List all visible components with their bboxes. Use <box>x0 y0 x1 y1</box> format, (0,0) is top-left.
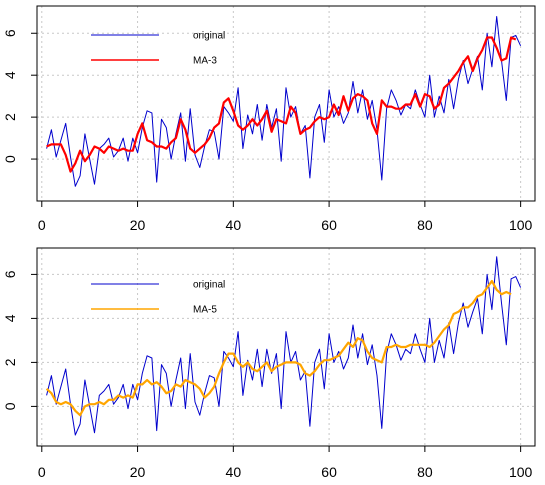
y-tick-label: 0 <box>2 155 18 163</box>
legend-label: original <box>193 280 225 291</box>
legend: original MA-5 <box>91 280 225 316</box>
plot-frame <box>36 5 536 202</box>
y-tick-label: 2 <box>2 358 18 366</box>
x-tick-label: 20 <box>130 464 146 480</box>
x-tick-label: 80 <box>417 217 433 233</box>
series-line-ma-3 <box>46 36 517 173</box>
x-tick-label: 100 <box>509 464 533 480</box>
y-tick-label: 6 <box>2 29 18 37</box>
x-tick-label: 0 <box>38 464 46 480</box>
x-tick-label: 40 <box>226 217 242 233</box>
x-tick-label: 60 <box>321 464 337 480</box>
chart-panel-2: 0 20 40 60 80 100 0 2 4 6 original MA-5 <box>2 247 536 480</box>
x-tick-label: 100 <box>509 217 533 233</box>
chart-panel-1: 0 20 40 60 80 100 0 2 4 6 original MA-3 <box>2 5 536 233</box>
x-tick-label: 40 <box>226 464 242 480</box>
series-line-original <box>46 16 522 187</box>
legend-label: MA-3 <box>193 56 217 67</box>
legend-label: MA-5 <box>193 305 217 316</box>
series-line-ma-5 <box>45 279 512 417</box>
x-tick-label: 0 <box>38 217 46 233</box>
legend: original MA-3 <box>91 31 225 67</box>
y-tick-label: 6 <box>2 270 18 278</box>
y-tick-label: 2 <box>2 113 18 121</box>
legend-label: original <box>193 31 225 42</box>
y-tick-label: 4 <box>2 314 18 322</box>
x-tick-label: 20 <box>130 217 146 233</box>
y-tick-label: 0 <box>2 402 18 410</box>
plot-frame <box>36 247 536 447</box>
x-tick-label: 60 <box>321 217 337 233</box>
x-tick-label: 80 <box>417 464 433 480</box>
y-tick-label: 4 <box>2 71 18 79</box>
